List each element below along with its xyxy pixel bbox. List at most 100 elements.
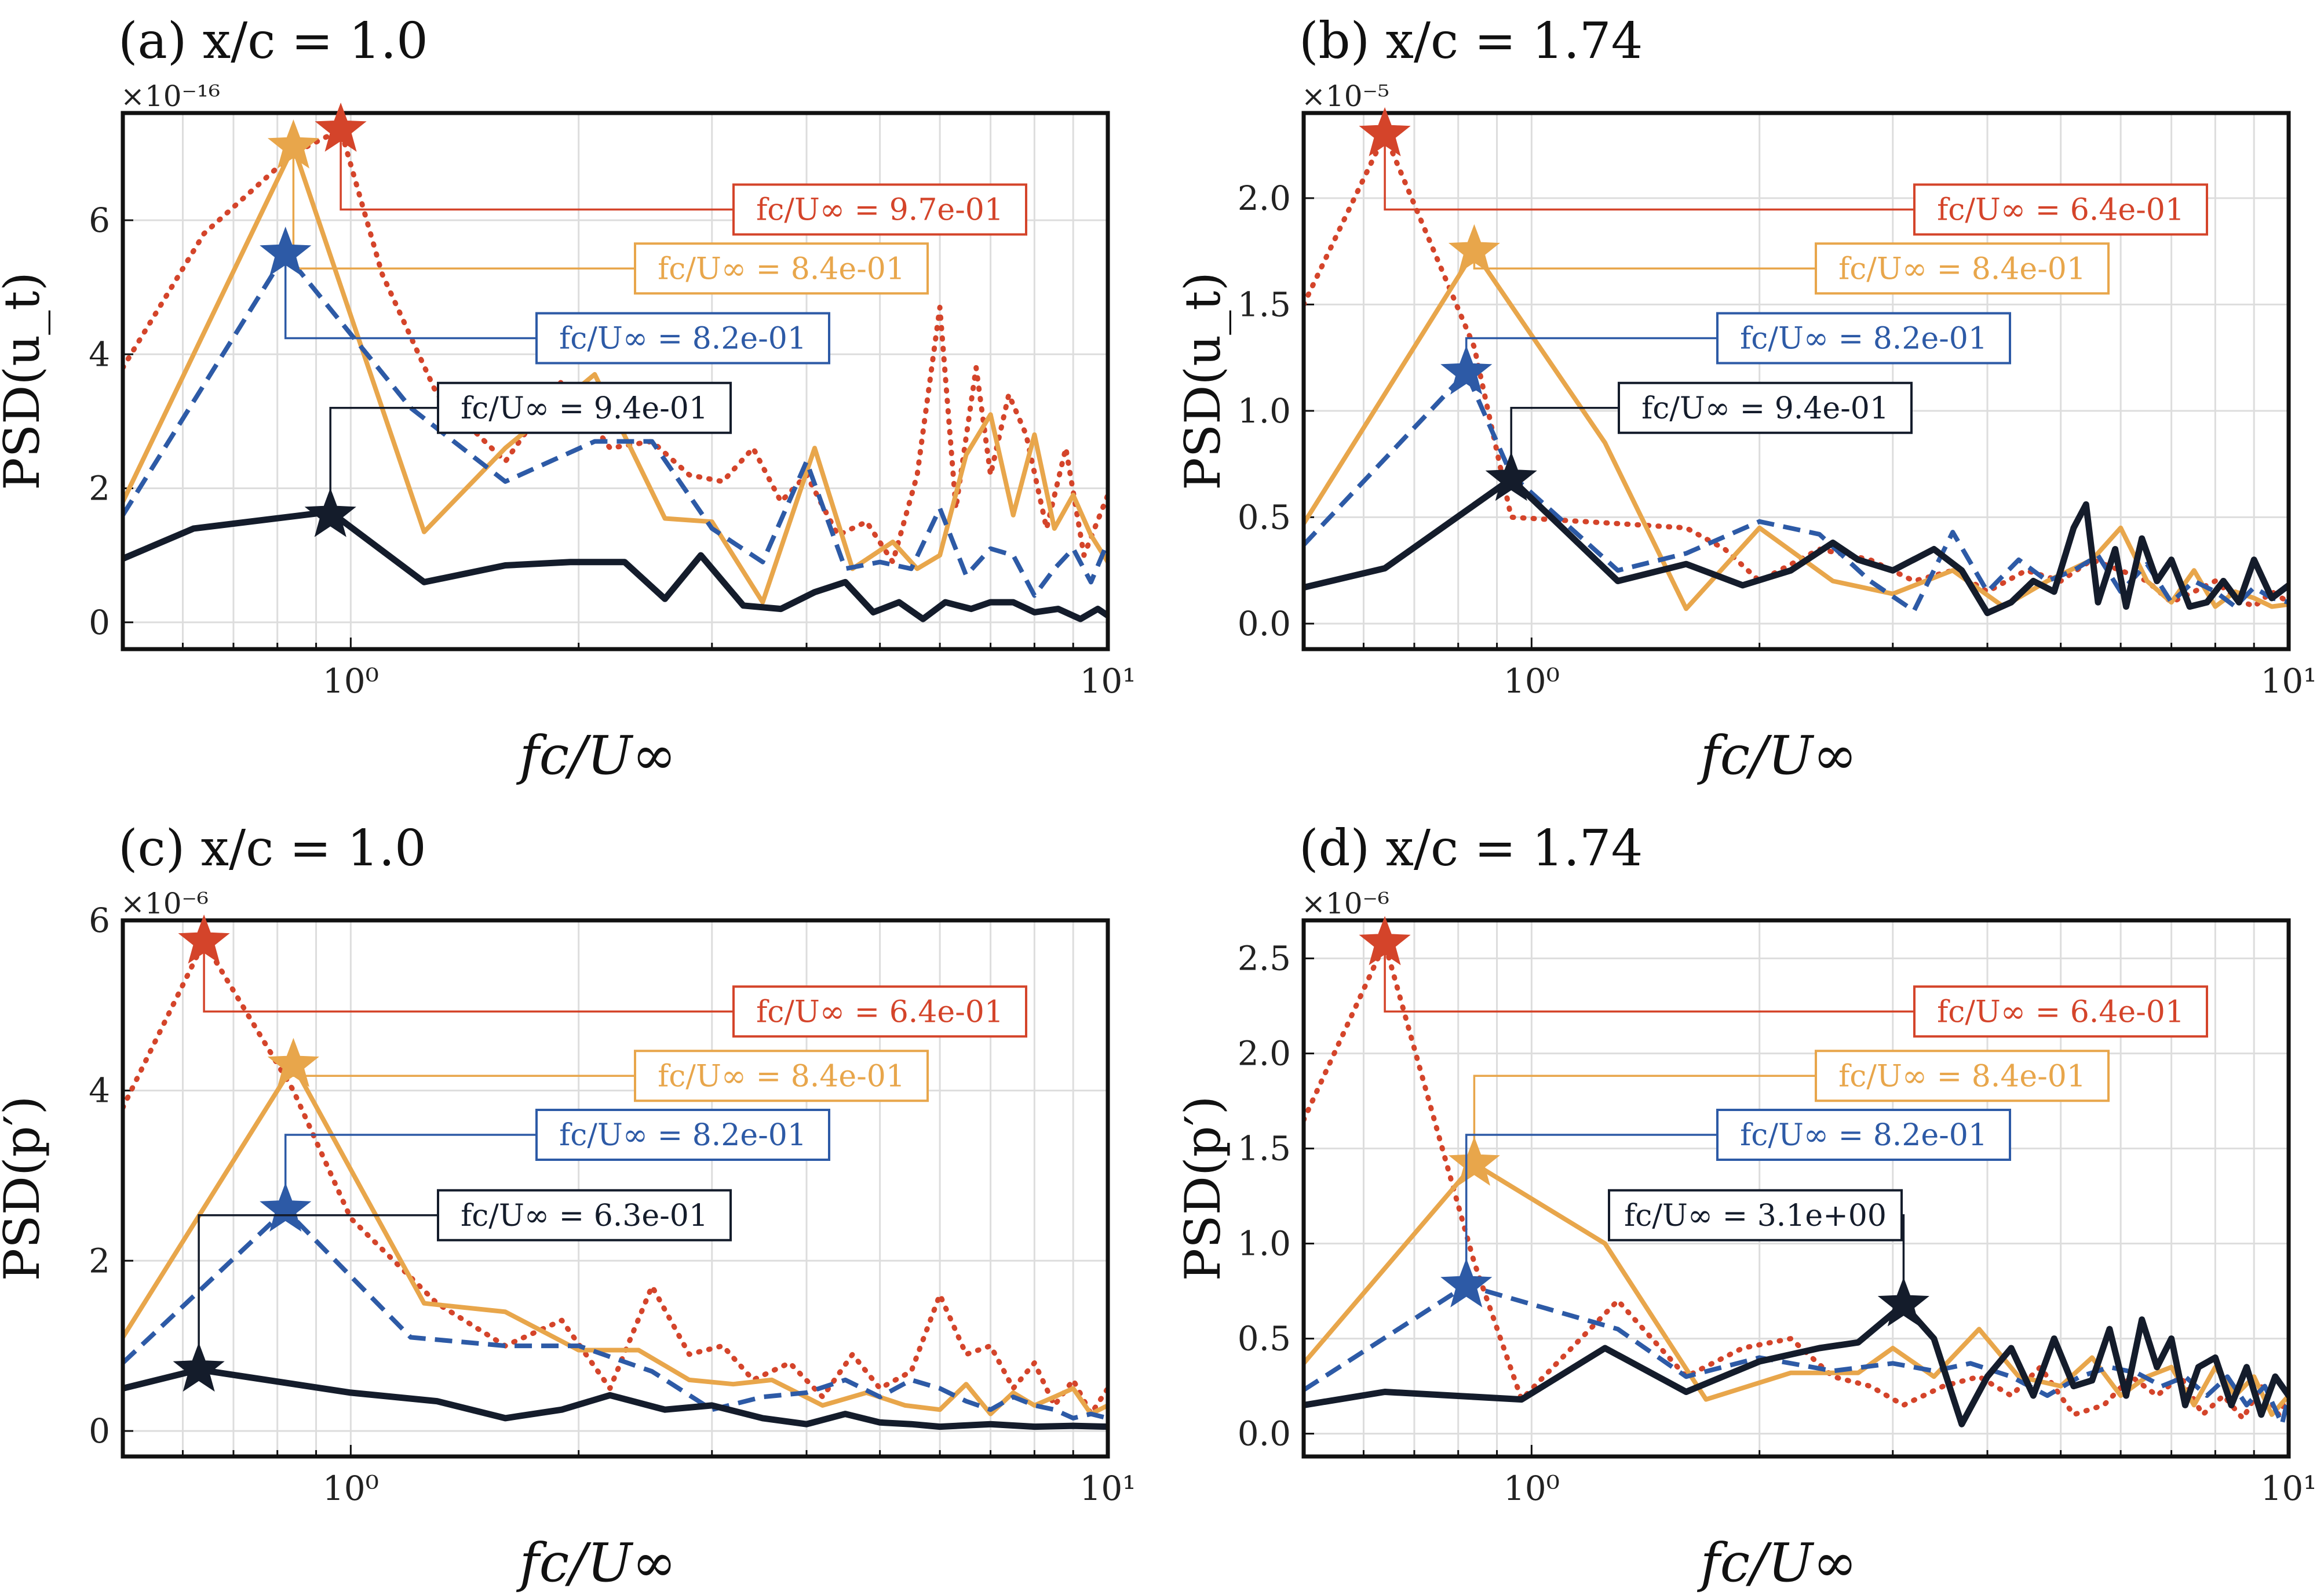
annotation-leader — [284, 253, 537, 340]
annotation-box — [1608, 1189, 1903, 1241]
series-group — [123, 939, 1108, 1430]
peak-star-marker — [267, 1037, 319, 1087]
annotation-box — [732, 183, 1027, 236]
annotation-label: fc/U∞ = 8.4e-01 — [658, 252, 905, 286]
annotation-label: fc/U∞ = 8.4e-01 — [658, 1059, 905, 1094]
x-tick-label: 10¹ — [1079, 661, 1136, 701]
y-tick-label: 1.5 — [1238, 285, 1291, 324]
peak-star-marker — [1485, 451, 1537, 501]
y-scale-multiplier: ×10⁻⁵ — [1301, 79, 1389, 113]
peak-star-marker — [173, 1342, 225, 1392]
x-tick-label: 10⁰ — [1504, 1469, 1560, 1508]
y-tick-label: 2 — [89, 469, 110, 508]
annotation-leader — [340, 129, 734, 211]
annotation-leader — [198, 1214, 438, 1370]
series-line-black — [1304, 1301, 2289, 1428]
annotation-label: fc/U∞ = 8.2e-01 — [559, 1118, 807, 1153]
annotation-leader — [203, 941, 734, 1013]
series-line-black — [123, 508, 1108, 622]
y-scale-multiplier: ×10⁻⁶ — [121, 887, 209, 920]
series-line-blue — [1304, 370, 2289, 613]
annotation-label: fc/U∞ = 9.4e-01 — [461, 391, 708, 426]
annotation-leader — [329, 407, 438, 515]
annotation-label: fc/U∞ = 8.4e-01 — [1838, 252, 2086, 286]
x-axis-label: fc/U∞ — [1697, 1532, 1858, 1594]
y-scale-multiplier: ×10⁻¹⁶ — [121, 79, 220, 113]
annotation-leader — [1465, 337, 1717, 373]
peak-star-marker — [267, 119, 319, 169]
panel-title: (c) x/c = 1.0 — [118, 820, 426, 877]
annotation-box — [1913, 985, 2208, 1038]
y-tick-label: 1.5 — [1238, 1129, 1291, 1168]
y-tick-label: 0.0 — [1238, 604, 1291, 643]
annotation-leader — [1473, 251, 1816, 270]
series-group — [1304, 940, 2289, 1428]
y-tick-label: 2.5 — [1238, 939, 1291, 978]
peak-star-marker — [1359, 916, 1411, 966]
y-tick-label: 0 — [89, 1411, 110, 1451]
annotation-box — [634, 242, 929, 295]
annotation-label: fc/U∞ = 9.4e-01 — [1641, 391, 1889, 426]
y-tick-label: 0 — [89, 603, 110, 642]
series-line-blue — [1304, 1283, 2289, 1427]
y-tick-label: 0.0 — [1238, 1414, 1291, 1454]
peak-star-marker — [1440, 345, 1493, 395]
annotation-label: fc/U∞ = 8.4e-01 — [1838, 1059, 2086, 1094]
annotation-box — [437, 1189, 732, 1241]
series-line-blue — [123, 1207, 1108, 1421]
axes-frame — [1301, 111, 2291, 651]
y-tick-label: 2.0 — [1238, 1034, 1291, 1073]
y-tick-label: 2.0 — [1238, 179, 1291, 218]
y-tick-label: 6 — [89, 201, 110, 240]
annotation-label: fc/U∞ = 6.3e-01 — [461, 1199, 708, 1233]
annotation-label: fc/U∞ = 3.1e+00 — [1624, 1199, 1887, 1233]
series-line-red — [1304, 940, 2289, 1421]
annotation-label: fc/U∞ = 9.7e-01 — [756, 193, 1004, 228]
annotation-box — [437, 381, 732, 434]
peak-star-marker — [1877, 1277, 1929, 1327]
axes-frame — [1301, 918, 2291, 1459]
peak-star-marker — [178, 914, 230, 964]
series-line-red — [123, 939, 1108, 1417]
series-line-orange — [1304, 1161, 2289, 1417]
y-tick-label: 1.0 — [1238, 1224, 1291, 1263]
annotation-box — [732, 985, 1027, 1038]
panel-b: 0.0 0.5 1.0 1.5 2.0 fc/U∞ = 6.4e-01 fc/U∞ = 8.… — [1174, 12, 2317, 786]
series-group — [1304, 132, 2289, 617]
peak-star-marker — [315, 103, 367, 152]
annotation-box — [1913, 183, 2208, 236]
y-tick-label: 4 — [89, 334, 110, 374]
series-line-blue — [123, 251, 1108, 598]
peak-star-marker — [1359, 107, 1411, 156]
panel-d: 0.0 0.5 1.0 1.5 2.0 2.5 fc/U∞ = 6.4e-01 fc/U∞ =… — [1174, 820, 2317, 1594]
annotation-label: fc/U∞ = 8.2e-01 — [559, 322, 807, 356]
annotation-box — [1815, 242, 2110, 295]
x-axis-label: fc/U∞ — [516, 724, 677, 786]
annotation-box — [1618, 381, 1913, 434]
annotation-label: fc/U∞ = 6.4e-01 — [1937, 193, 2184, 228]
annotation-box — [1716, 1109, 2011, 1161]
annotation-leader — [1465, 1134, 1717, 1286]
panel-title: (a) x/c = 1.0 — [118, 12, 428, 70]
x-tick-label: 10¹ — [2260, 661, 2316, 701]
peak-star-marker — [304, 487, 356, 537]
y-tick-label: 4 — [89, 1071, 110, 1110]
annotation-leader — [1384, 943, 1914, 1013]
annotation-box — [535, 312, 830, 365]
x-axis-label: fc/U∞ — [1697, 724, 1858, 786]
y-tick-label: 6 — [89, 901, 110, 940]
annotation-leader — [292, 1065, 635, 1077]
panel-title: (d) x/c = 1.74 — [1299, 820, 1643, 877]
annotation-label: fc/U∞ = 8.2e-01 — [1740, 1118, 1987, 1153]
y-tick-label: 2 — [89, 1241, 110, 1280]
annotation-leader — [1384, 134, 1914, 211]
x-tick-label: 10⁰ — [323, 661, 379, 701]
panel-c: 0 2 4 6 fc/U∞ = 6.4e-01 fc/U∞ = 8.4e-01 fc/U∞ … — [0, 820, 1136, 1594]
y-axis-label: PSD(p′) — [1174, 1096, 1231, 1281]
series-line-red — [1304, 132, 2289, 610]
y-axis-label: PSD(u_t) — [1174, 272, 1231, 490]
x-tick-label: 10⁰ — [323, 1469, 379, 1508]
panel-title: (b) x/c = 1.74 — [1299, 12, 1643, 70]
annotation-box — [1815, 1050, 2110, 1102]
